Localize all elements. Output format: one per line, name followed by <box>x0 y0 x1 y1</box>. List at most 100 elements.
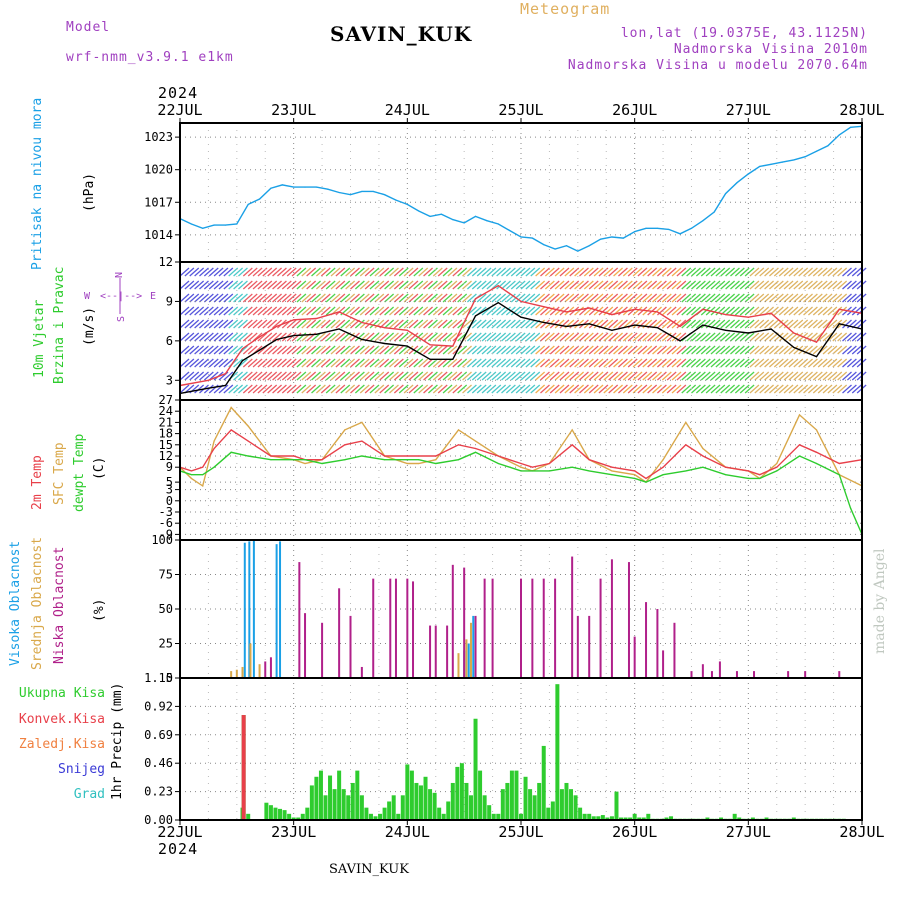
wind-barb-icon <box>393 384 404 394</box>
wind-barb-icon <box>637 319 648 329</box>
wind-barb-icon <box>486 332 497 342</box>
x-tick-label-bottom: 22JUL <box>157 823 202 841</box>
wind-barb-icon <box>559 319 570 329</box>
wind-barb-icon <box>213 358 224 368</box>
wind-barb-icon <box>681 384 692 394</box>
wind-barb-icon <box>759 267 770 277</box>
wind-barb-icon <box>350 345 360 355</box>
wind-barb-icon <box>398 345 409 355</box>
wind-barb-icon <box>393 267 404 277</box>
bar-4-0 <box>287 813 292 820</box>
wind-barb-icon <box>622 332 633 342</box>
wind-barb-icon <box>359 371 370 381</box>
wind-barb-icon <box>588 384 599 394</box>
wind-barb-icon <box>749 267 760 277</box>
wind-barb-icon <box>238 332 248 342</box>
wind-barb-icon <box>242 319 253 329</box>
wind-barb-icon <box>393 293 404 303</box>
wind-barb-icon <box>617 384 628 394</box>
y-tick-label: 75 <box>159 568 173 582</box>
series-point-1-1 <box>258 336 261 338</box>
wind-barb-icon <box>398 280 409 290</box>
wind-barb-icon <box>783 345 794 355</box>
series-point-2-1 <box>685 444 687 446</box>
wind-barb-icon <box>496 358 507 368</box>
bar-4-0 <box>791 817 796 820</box>
wind-barb-icon <box>462 267 472 277</box>
wind-barb-icon <box>471 306 482 316</box>
wind-barb-icon <box>335 332 346 342</box>
series-point-1-0 <box>565 325 568 327</box>
wind-barb-icon <box>642 280 653 290</box>
wind-barb-icon <box>647 332 658 342</box>
wind-barb-icon <box>632 358 643 368</box>
wind-barb-icon <box>428 332 438 342</box>
bar-4-0 <box>400 795 405 820</box>
wind-barb-icon <box>457 306 468 316</box>
wind-barb-icon <box>793 345 804 355</box>
wind-barb-icon <box>622 384 633 394</box>
bar-3-2 <box>394 578 397 678</box>
series-point-2-0 <box>406 462 408 465</box>
wind-barb-icon <box>739 332 750 342</box>
wind-barb-icon <box>272 345 282 355</box>
wind-barb-icon <box>384 293 395 303</box>
wind-barb-icon <box>613 384 623 394</box>
wind-barb-icon <box>379 358 390 368</box>
wind-barb-icon <box>846 280 857 290</box>
series-point-0-0 <box>713 211 715 213</box>
wind-barb-icon <box>491 293 502 303</box>
wind-barb-icon <box>452 371 463 381</box>
bar-4-0 <box>528 789 533 820</box>
wind-barb-icon <box>491 371 502 381</box>
wind-barb-icon <box>783 306 794 316</box>
wind-barb-icon <box>238 267 248 277</box>
series-point-2-1 <box>384 455 386 457</box>
wind-barb-icon <box>554 384 565 394</box>
wind-barb-icon <box>199 293 209 303</box>
series-point-2-0 <box>247 425 249 427</box>
wind-barb-icon <box>749 384 760 394</box>
wind-barb-icon <box>437 280 448 290</box>
wind-barb-icon <box>671 280 682 290</box>
wind-barb-icon <box>247 280 258 290</box>
x-tick-label-bottom: 28JUL <box>839 823 884 841</box>
series-point-2-1 <box>474 447 477 450</box>
series-point-0-0 <box>202 227 204 229</box>
wind-barb-icon <box>418 345 429 355</box>
wind-barb-icon <box>442 293 453 303</box>
wind-barb-icon <box>540 280 550 290</box>
wind-barb-icon <box>413 384 424 394</box>
wind-barb-icon <box>452 280 463 290</box>
series-point-2-1 <box>725 466 727 468</box>
wind-barb-icon <box>296 358 307 368</box>
wind-barb-icon <box>462 358 472 368</box>
wind-barb-icon <box>666 280 677 290</box>
x-tick-label-top: 28JUL <box>839 101 884 119</box>
series-point-0-0 <box>554 248 556 250</box>
wind-barb-icon <box>369 384 380 394</box>
series-point-1-0 <box>543 321 545 324</box>
wind-barb-icon <box>437 358 448 368</box>
series-point-0-0 <box>509 229 511 232</box>
wind-barb-icon <box>754 319 765 329</box>
wind-barb-icon <box>807 267 818 277</box>
wind-barb-icon <box>851 306 862 316</box>
wind-barb-icon <box>564 332 575 342</box>
wind-barb-icon <box>764 319 775 329</box>
y-tick-label: 6 <box>166 334 173 348</box>
wind-barb-icon <box>773 293 784 303</box>
series-point-0-0 <box>361 190 363 193</box>
wind-barb-icon <box>530 332 541 342</box>
wind-barb-icon <box>574 306 585 316</box>
wind-barb-icon <box>676 358 687 368</box>
wind-barb-icon <box>671 267 682 277</box>
wind-barb-icon <box>286 306 297 316</box>
wind-barb-icon <box>471 371 482 381</box>
wind-barb-icon <box>350 306 360 316</box>
series-point-2-1 <box>702 455 704 457</box>
wind-barb-icon <box>320 384 331 394</box>
wind-barb-icon <box>613 371 623 381</box>
y-tick-label: -3 <box>159 505 173 519</box>
wind-barb-icon <box>359 384 370 394</box>
